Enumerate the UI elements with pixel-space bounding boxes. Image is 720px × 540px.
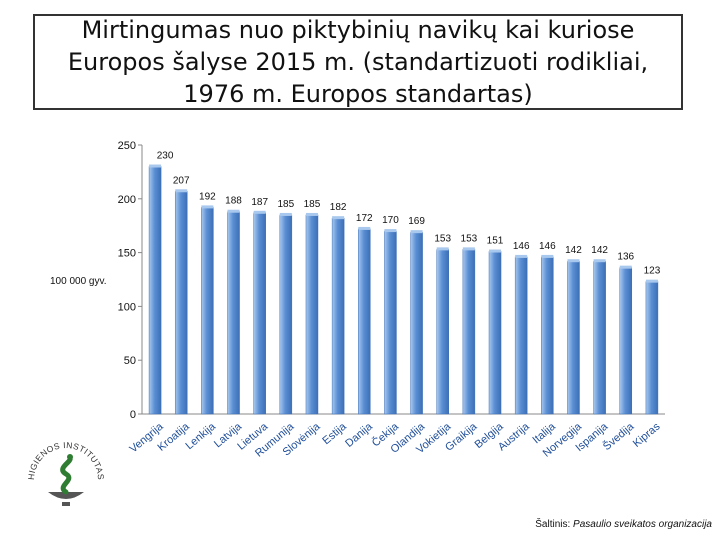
bar bbox=[227, 211, 240, 415]
bar bbox=[331, 217, 345, 415]
bar-cap bbox=[410, 230, 423, 234]
bar-cap bbox=[515, 254, 528, 258]
chart-title: Mirtingumas nuo piktybinių navikų kai ku… bbox=[67, 16, 649, 108]
bar bbox=[174, 191, 188, 415]
value-label: 169 bbox=[408, 216, 425, 227]
bar bbox=[410, 231, 423, 415]
bar bbox=[436, 249, 449, 415]
y-tick-label: 150 bbox=[118, 248, 136, 260]
value-label: 151 bbox=[487, 236, 504, 247]
chart-title-box: Mirtingumas nuo piktybinių navikų kai ku… bbox=[33, 14, 683, 110]
bar bbox=[148, 166, 162, 415]
value-labels: 230 207 192 188 187 185 185 182 172 170 169 153 153 1… bbox=[157, 151, 661, 277]
bar bbox=[619, 267, 633, 415]
value-label: 185 bbox=[304, 199, 321, 210]
bar-cap bbox=[175, 189, 188, 193]
value-label: 142 bbox=[565, 245, 582, 256]
y-axis-unit-label: 100 000 gyv. bbox=[50, 276, 107, 287]
y-tick-label: 250 bbox=[118, 140, 136, 152]
y-tick-label: 50 bbox=[124, 355, 136, 367]
value-label: 230 bbox=[157, 151, 174, 162]
value-label: 146 bbox=[539, 241, 556, 252]
bar-cap bbox=[462, 247, 475, 251]
bar-cap bbox=[253, 210, 266, 214]
bar-cap bbox=[332, 216, 345, 220]
value-label: 146 bbox=[513, 241, 530, 252]
bar-cap bbox=[279, 212, 292, 216]
value-label: 136 bbox=[617, 252, 634, 263]
bar bbox=[488, 251, 502, 415]
bar-cap bbox=[358, 226, 371, 230]
value-label: 185 bbox=[277, 199, 294, 210]
snake-bowl-icon bbox=[48, 454, 84, 506]
bar-cap bbox=[227, 209, 240, 213]
source-note: Šaltinis: Pasaulio sveikatos organizacij… bbox=[535, 519, 712, 530]
bar-cap bbox=[593, 259, 606, 263]
value-label: 192 bbox=[199, 191, 216, 202]
value-label: 170 bbox=[382, 215, 399, 226]
bar bbox=[384, 230, 397, 415]
value-label: 188 bbox=[225, 196, 242, 207]
value-label: 142 bbox=[591, 245, 608, 256]
bar bbox=[358, 228, 371, 415]
bar bbox=[279, 214, 293, 415]
value-label: 182 bbox=[330, 202, 347, 213]
bar-cap bbox=[541, 254, 554, 258]
bar-cap bbox=[384, 229, 397, 233]
bar bbox=[567, 260, 580, 415]
source-name: Pasaulio sveikatos organizacija bbox=[573, 519, 712, 530]
x-axis-labels: VengrijaKroatijaLenkijaLatvijaLietuvaRum… bbox=[127, 419, 662, 459]
value-label: 153 bbox=[461, 233, 478, 244]
bar-cap bbox=[489, 249, 502, 253]
bar-cap bbox=[619, 265, 632, 269]
y-tick-label: 200 bbox=[118, 194, 136, 206]
y-tick-label: 100 bbox=[118, 301, 136, 313]
bar bbox=[514, 256, 528, 415]
y-tick-label: 0 bbox=[130, 409, 136, 421]
x-tick-label: Danija bbox=[343, 420, 375, 450]
bar bbox=[645, 281, 659, 415]
bar bbox=[305, 214, 319, 415]
value-label: 187 bbox=[251, 197, 268, 208]
value-label: 123 bbox=[644, 266, 661, 277]
value-label: 172 bbox=[356, 213, 373, 224]
bar-cap bbox=[305, 212, 318, 216]
source-prefix: Šaltinis: bbox=[535, 519, 574, 530]
bar-cap bbox=[149, 164, 162, 168]
bar bbox=[253, 212, 266, 415]
bar bbox=[462, 249, 476, 415]
bar-cap bbox=[201, 205, 214, 209]
x-tick-label: Kipras bbox=[631, 420, 663, 450]
value-label: 153 bbox=[434, 233, 451, 244]
bar-cap bbox=[567, 259, 580, 263]
bars bbox=[148, 164, 659, 415]
bar-cap bbox=[645, 279, 658, 283]
logo: HIGIENOS INSTITUTAS bbox=[26, 440, 106, 506]
x-tick-label: Lenkija bbox=[184, 420, 219, 452]
bar bbox=[541, 256, 554, 415]
x-tick-label: Švedija bbox=[600, 419, 637, 453]
bar bbox=[201, 207, 214, 415]
bar bbox=[593, 260, 606, 415]
value-label: 207 bbox=[173, 175, 190, 186]
bar-cap bbox=[436, 247, 449, 251]
